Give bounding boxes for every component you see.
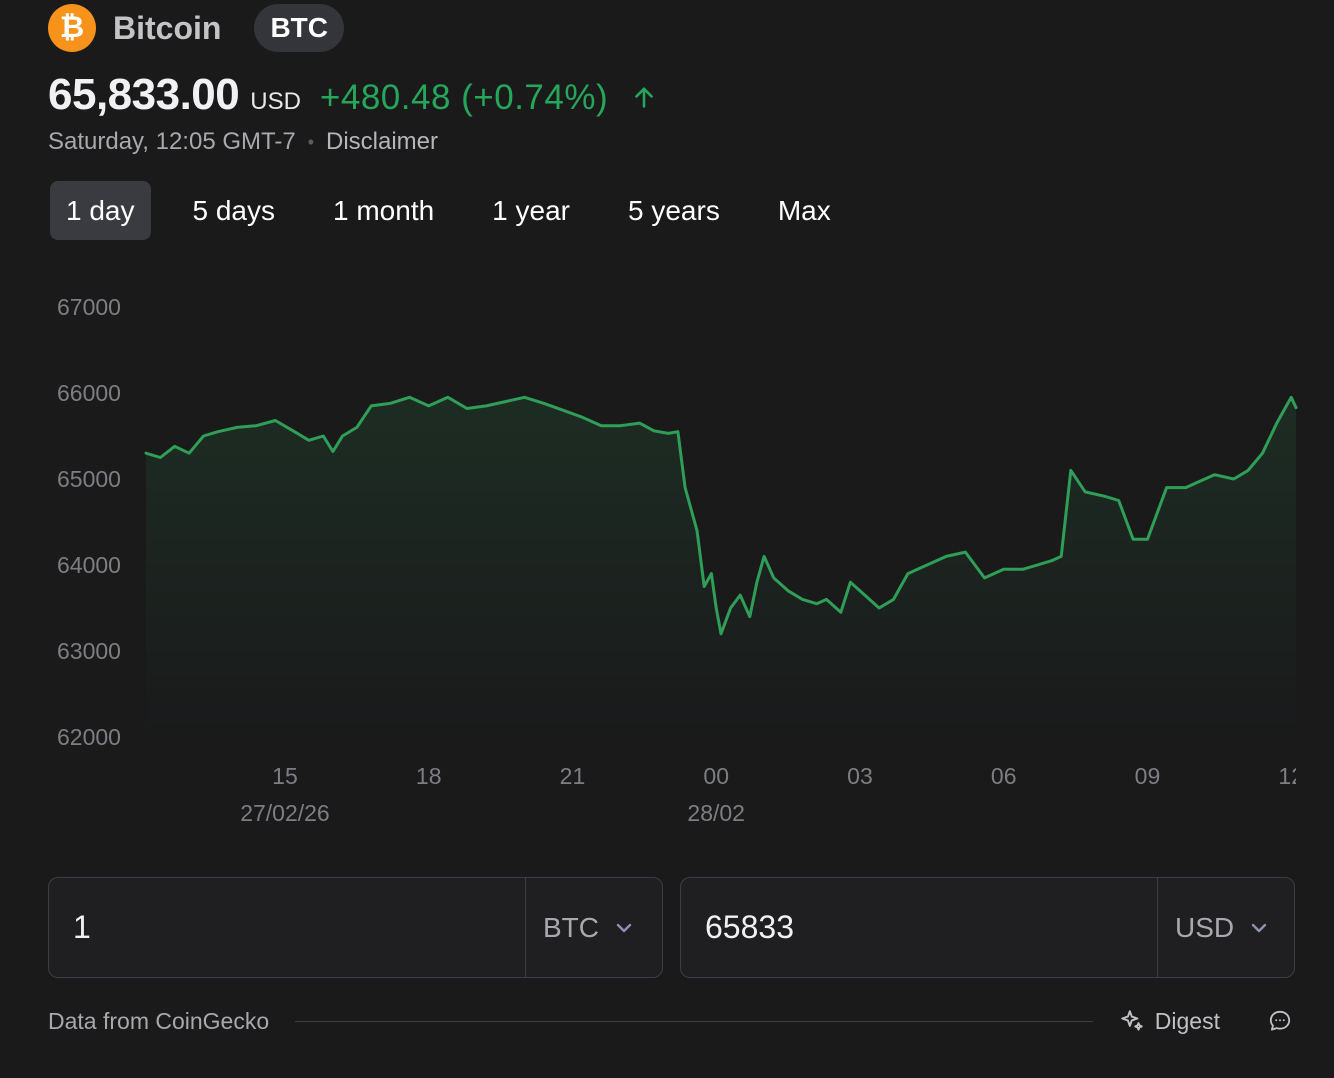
- meta-row: Saturday, 12:05 GMT-7 • Disclaimer: [48, 128, 438, 156]
- coin-name: Bitcoin: [113, 9, 222, 46]
- footer-divider: [295, 1020, 1093, 1022]
- fiat-unit-label: USD: [1175, 911, 1235, 943]
- y-axis: 67000 66000 65000 64000 63000 62000: [57, 294, 121, 750]
- footer: Data from CoinGecko Digest: [48, 1006, 1294, 1036]
- price-line[interactable]: [144, 395, 1298, 636]
- x-tick-label: 09: [1135, 763, 1161, 789]
- meta-separator: •: [307, 131, 314, 152]
- range-tabs: 1 day 5 days 1 month 1 year 5 years Max: [50, 181, 873, 240]
- tab-1-year[interactable]: 1 year: [492, 194, 570, 226]
- x-tick-date-label: 28/02: [687, 800, 745, 826]
- fiat-amount-input[interactable]: 65833: [705, 909, 794, 945]
- y-tick-label: 65000: [57, 466, 121, 492]
- digest-label: Digest: [1154, 1007, 1220, 1034]
- price-area-fill: [146, 397, 1296, 737]
- x-tick-label: 18: [416, 763, 442, 789]
- crypto-amount-field: 1 BTC: [48, 877, 663, 978]
- current-price: 65,833.00: [48, 70, 240, 119]
- tab-5-days[interactable]: 5 days: [192, 194, 276, 226]
- x-tick-label: 21: [560, 763, 586, 789]
- y-tick-label: 63000: [57, 638, 121, 664]
- arrow-up-icon: [635, 87, 654, 108]
- crypto-unit-select[interactable]: BTC: [525, 878, 662, 977]
- fiat-amount-field: 65833 USD: [680, 877, 1295, 978]
- bitcoin-logo-icon: ₿: [48, 4, 96, 52]
- chat-bubble-icon: [1269, 1010, 1291, 1031]
- price-change: +480.48 (+0.74%): [319, 78, 609, 117]
- x-tick-label: 03: [847, 763, 873, 789]
- timestamp: Saturday, 12:05 GMT-7: [48, 128, 296, 155]
- crypto-unit-label: BTC: [543, 911, 599, 943]
- x-tick-label: 00: [703, 763, 729, 789]
- tab-1-month[interactable]: 1 month: [333, 194, 435, 226]
- y-tick-label: 64000: [57, 552, 121, 578]
- x-tick-date-label: 27/02/26: [240, 800, 330, 826]
- price-row: 65,833.00 USD +480.48 (+0.74%): [48, 70, 658, 124]
- feedback-button[interactable]: [1266, 1007, 1294, 1035]
- ticker-chip[interactable]: BTC: [254, 4, 344, 52]
- chevron-down-icon: [616, 923, 632, 932]
- x-axis: 15 27/02/26 18 21 00 28/02 03 06 09 12: [240, 763, 1304, 826]
- y-tick-label: 66000: [57, 380, 121, 406]
- sparkle-icon: [1121, 1010, 1143, 1031]
- disclaimer-link[interactable]: Disclaimer: [326, 128, 439, 155]
- x-tick-label: 12: [1278, 763, 1304, 789]
- y-tick-label: 67000: [57, 294, 121, 320]
- price-chart[interactable]: 67000 66000 65000 64000 63000 62000 15 27/02/2…: [0, 280, 1334, 840]
- tab-max[interactable]: Max: [777, 194, 831, 226]
- fiat-unit-select[interactable]: USD: [1157, 878, 1294, 977]
- price-currency: USD: [250, 88, 301, 115]
- tab-5-years[interactable]: 5 years: [628, 194, 720, 226]
- coin-header: ₿ Bitcoin BTC: [48, 4, 344, 52]
- x-tick-label: 15: [272, 763, 298, 789]
- digest-button[interactable]: Digest: [1119, 1008, 1220, 1035]
- chevron-down-icon: [1251, 923, 1267, 932]
- data-source-label: Data from CoinGecko: [48, 1007, 270, 1034]
- y-tick-label: 62000: [57, 724, 121, 750]
- tab-1-day[interactable]: 1 day: [50, 181, 151, 240]
- x-tick-label: 06: [991, 763, 1017, 789]
- crypto-amount-input[interactable]: 1: [73, 909, 91, 945]
